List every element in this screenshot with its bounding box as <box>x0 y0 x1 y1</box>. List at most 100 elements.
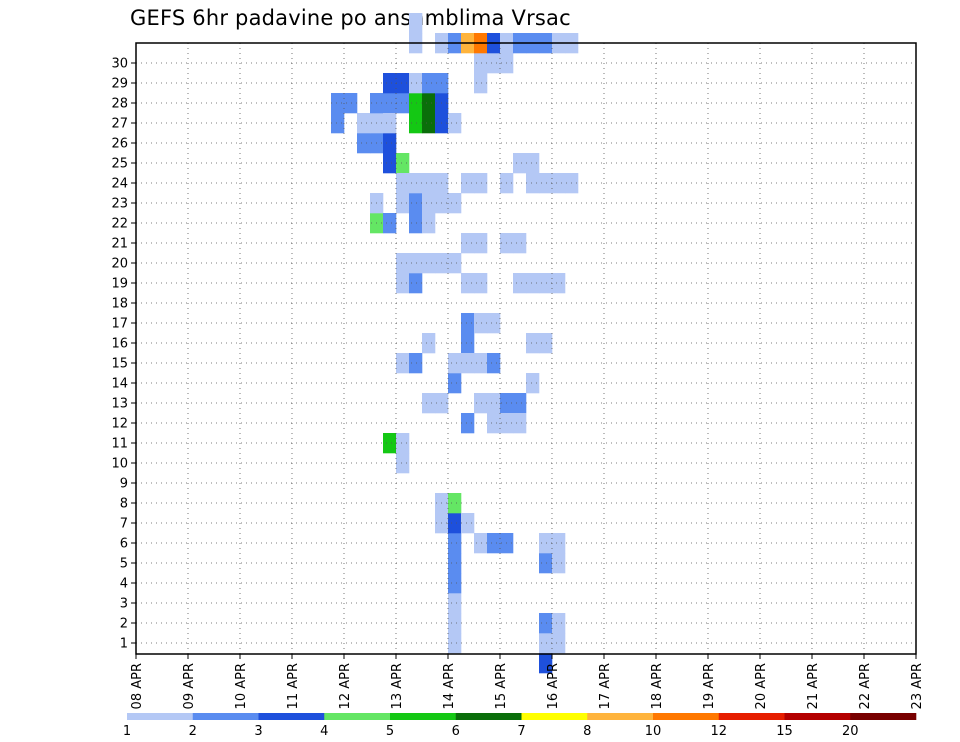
x-tick-label: 09 APR <box>182 663 197 709</box>
y-tick-label: 7 <box>120 517 128 532</box>
heatmap-cell <box>487 53 501 74</box>
heatmap-cell <box>396 73 410 94</box>
colorbar: 1 2 3 4 5 6 7 8 10 12 15 20 <box>123 713 917 739</box>
heatmap-cell <box>396 253 410 274</box>
heatmap-cell <box>539 533 553 554</box>
heatmap-cell <box>526 373 540 394</box>
colorbar-label: 15 <box>776 724 793 739</box>
heatmap-cell <box>357 113 371 134</box>
heatmap-cell <box>409 73 423 94</box>
y-tick-label: 27 <box>111 117 128 132</box>
y-tick-label: 30 <box>111 57 128 72</box>
y-tick-label: 2 <box>120 617 128 632</box>
heatmap-cell <box>396 93 410 114</box>
colorbar-swatch <box>324 713 391 720</box>
heatmap-cell <box>409 93 423 114</box>
x-tick-label: 17 APR <box>598 663 613 709</box>
x-tick-label: 20 APR <box>754 663 769 709</box>
heatmap-cell <box>409 353 423 374</box>
colorbar-swatch <box>258 713 325 720</box>
plot-frame <box>135 42 917 655</box>
heatmap-cell <box>409 273 423 294</box>
heatmap-cell <box>396 273 410 294</box>
heatmap-cell <box>422 333 436 354</box>
heatmap-cell <box>357 133 371 154</box>
heatmap-cell <box>526 173 540 194</box>
colorbar-swatch <box>192 713 259 720</box>
heatmap-cell <box>331 93 345 114</box>
heatmap-cell <box>422 213 436 234</box>
heatmap-cell <box>422 173 436 194</box>
colorbar-label: 4 <box>320 724 328 739</box>
heatmap-cell <box>539 653 553 674</box>
heatmap-cell <box>552 553 566 574</box>
heatmap-cell <box>539 273 553 294</box>
x-tick-label: 19 APR <box>702 663 717 709</box>
heatmap-cell <box>487 313 501 334</box>
heatmap-cell <box>487 353 501 374</box>
heatmap-cell <box>383 153 397 174</box>
heatmap-cell <box>409 213 423 234</box>
colorbar-label: 2 <box>189 724 197 739</box>
heatmap-cell <box>422 113 436 134</box>
y-tick-label: 29 <box>111 77 128 92</box>
y-tick-label: 5 <box>120 557 128 572</box>
heatmap-cell <box>474 73 488 94</box>
y-tick-label: 17 <box>111 317 128 332</box>
y-tick-label: 13 <box>111 397 128 412</box>
heatmap-cell <box>513 153 527 174</box>
heatmap-cell <box>539 333 553 354</box>
colorbar-swatch <box>850 713 917 720</box>
heatmap-cell <box>513 273 527 294</box>
heatmap-cell <box>487 533 501 554</box>
heatmap-cell <box>474 273 488 294</box>
colorbar-swatch <box>784 713 851 720</box>
y-tick-label: 18 <box>111 297 128 312</box>
heatmap-cell <box>383 113 397 134</box>
y-tick-label: 3 <box>120 597 128 612</box>
y-tick-label: 26 <box>111 137 128 152</box>
heatmap-cell <box>474 533 488 554</box>
y-tick-label: 20 <box>111 257 128 272</box>
heatmap-cell <box>409 113 423 134</box>
colorbar-label: 20 <box>842 724 859 739</box>
heatmap-cell <box>526 153 540 174</box>
y-tick-label: 19 <box>111 277 128 292</box>
heatmap-cell <box>461 313 475 334</box>
heatmap-cell <box>448 633 462 654</box>
colorbar-label: 1 <box>123 724 131 739</box>
colorbar-label: 12 <box>711 724 728 739</box>
y-tick-label: 28 <box>111 97 128 112</box>
heatmap-cell <box>396 353 410 374</box>
x-tick-label: 18 APR <box>650 663 665 709</box>
heatmap-cell <box>396 453 410 474</box>
heatmap-cell <box>461 273 475 294</box>
colorbar-label: 3 <box>254 724 262 739</box>
heatmap-cell <box>422 253 436 274</box>
y-tick-label: 15 <box>111 357 128 372</box>
y-tick-label: 14 <box>111 377 128 392</box>
heatmap-cell <box>422 73 436 94</box>
heatmap-cell <box>474 393 488 414</box>
y-tick-label: 4 <box>120 577 128 592</box>
y-tick-label: 8 <box>120 497 128 512</box>
heatmap-cell <box>513 393 527 414</box>
heatmap-cell <box>396 193 410 214</box>
colorbar-label: 7 <box>517 724 525 739</box>
colorbar-label: 6 <box>452 724 460 739</box>
y-tick-label: 16 <box>111 337 128 352</box>
y-tick-label: 1 <box>120 637 128 652</box>
heatmap-cell <box>448 373 462 394</box>
heatmap-cell <box>539 613 553 634</box>
x-tick-label: 11 APR <box>286 663 301 709</box>
heatmap-cell <box>383 93 397 114</box>
heatmap-cell <box>409 193 423 214</box>
heatmap-cell <box>344 93 358 114</box>
x-tick-label: 08 APR <box>130 663 145 709</box>
y-tick-label: 21 <box>111 237 128 252</box>
heatmap-cell <box>513 413 527 434</box>
heatmap-cell <box>383 133 397 154</box>
y-tick-label: 12 <box>111 417 128 432</box>
heatmap-cell <box>474 173 488 194</box>
heatmap-cell <box>331 113 345 134</box>
